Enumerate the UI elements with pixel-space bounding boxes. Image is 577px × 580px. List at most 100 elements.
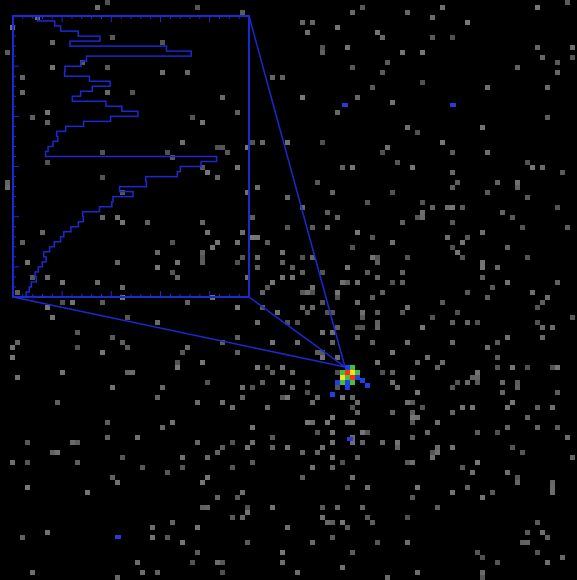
hit-pixel: [320, 445, 325, 450]
hit-pixel: [240, 230, 245, 235]
hit-pixel: [375, 360, 380, 365]
hit-pixel: [230, 405, 235, 410]
hit-pixel: [405, 515, 410, 520]
hit-pixel: [535, 405, 540, 410]
hit-pixel: [535, 320, 540, 325]
hit-pixel: [455, 180, 460, 185]
hit-pixel: [180, 540, 185, 545]
hit-pixel: [310, 540, 315, 545]
hit-pixel: [420, 405, 425, 410]
hit-pixel: [550, 485, 555, 490]
hit-pixel: [170, 240, 175, 245]
hit-pixel: [415, 360, 420, 365]
hit-pixel: [295, 320, 300, 325]
hit-pixel: [125, 370, 130, 375]
hit-pixel: [475, 320, 480, 325]
hit-pixel: [265, 285, 270, 290]
hit-pixel: [450, 445, 455, 450]
hit-pixel: [300, 290, 305, 295]
hit-pixel: [405, 460, 410, 465]
hit-pixel: [125, 315, 130, 320]
hot-pixel: [345, 385, 350, 390]
hit-pixel: [415, 215, 420, 220]
hit-pixel: [395, 440, 400, 445]
hit-pixel: [70, 300, 75, 305]
hit-pixel: [480, 570, 485, 575]
hit-pixel: [240, 395, 245, 400]
hot-pixel: [345, 365, 350, 370]
hit-pixel: [360, 440, 365, 445]
hit-pixel: [5, 185, 10, 190]
hit-pixel: [265, 365, 270, 370]
hit-pixel: [155, 250, 160, 255]
hit-pixel: [45, 530, 50, 535]
hit-pixel: [75, 345, 80, 350]
hit-pixel: [200, 480, 205, 485]
hit-pixel: [505, 335, 510, 340]
hit-pixel: [360, 325, 365, 330]
hit-pixel: [295, 570, 300, 575]
hit-pixel: [290, 265, 295, 270]
hit-pixel: [220, 445, 225, 450]
hit-pixel: [230, 515, 235, 520]
hit-pixel: [345, 265, 350, 270]
hit-pixel: [290, 275, 295, 280]
hit-pixel: [460, 205, 465, 210]
hit-pixel: [375, 540, 380, 545]
hit-pixel: [320, 350, 325, 355]
hit-pixel: [550, 325, 555, 330]
hit-pixel: [450, 410, 455, 415]
hit-pixel: [70, 440, 75, 445]
hit-pixel: [300, 305, 305, 310]
hit-pixel: [350, 550, 355, 555]
hit-pixel: [75, 330, 80, 335]
hit-pixel: [420, 50, 425, 55]
hit-pixel: [515, 185, 520, 190]
hit-pixel: [450, 320, 455, 325]
hit-pixel: [235, 305, 240, 310]
hit-pixel: [180, 465, 185, 470]
hit-pixel: [10, 355, 15, 360]
hit-pixel: [560, 555, 565, 560]
hit-pixel: [360, 430, 365, 435]
hit-pixel: [105, 435, 110, 440]
hit-pixel: [410, 495, 415, 500]
hit-pixel: [490, 490, 495, 495]
hit-pixel: [375, 325, 380, 330]
hit-pixel: [480, 575, 485, 580]
hit-pixel: [270, 505, 275, 510]
hit-pixel: [200, 165, 205, 170]
hit-pixel: [355, 410, 360, 415]
hit-pixel: [345, 420, 350, 425]
hit-pixel: [45, 160, 50, 165]
hit-pixel: [390, 350, 395, 355]
hit-pixel: [215, 240, 220, 245]
hit-pixel: [245, 540, 250, 545]
hit-pixel: [260, 380, 265, 385]
hit-pixel: [515, 380, 520, 385]
hit-pixel: [555, 205, 560, 210]
hit-pixel: [255, 365, 260, 370]
hit-pixel: [435, 420, 440, 425]
hit-pixel: [380, 150, 385, 155]
hit-pixel: [390, 370, 395, 375]
hit-pixel: [455, 250, 460, 255]
hit-pixel: [255, 185, 260, 190]
hit-pixel: [555, 425, 560, 430]
hot-pixel: [360, 378, 365, 383]
hit-pixel: [410, 375, 415, 380]
hit-pixel: [20, 90, 25, 95]
hit-pixel: [245, 445, 250, 450]
hit-pixel: [245, 275, 250, 280]
hit-pixel: [300, 205, 305, 210]
hit-pixel: [115, 260, 120, 265]
hit-pixel: [420, 215, 425, 220]
hit-pixel: [170, 420, 175, 425]
hit-pixel: [515, 385, 520, 390]
hit-pixel: [55, 400, 60, 405]
hit-pixel: [525, 160, 530, 165]
hit-pixel: [465, 20, 470, 25]
hot-pixel: [330, 392, 335, 397]
hit-pixel: [60, 280, 65, 285]
hit-pixel: [235, 240, 240, 245]
